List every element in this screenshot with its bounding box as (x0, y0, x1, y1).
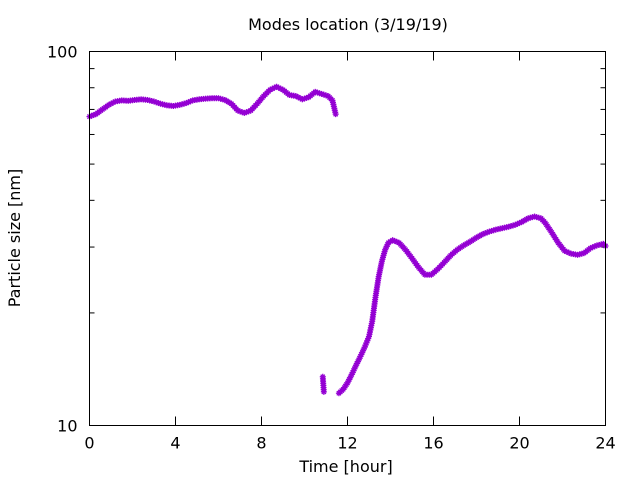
y-tick-label: 100 (47, 43, 78, 62)
x-tick-label: 24 (595, 434, 615, 453)
data-point (320, 388, 327, 395)
x-tick-label: 16 (423, 434, 443, 453)
x-tick-label: 20 (509, 434, 529, 453)
data-point (275, 84, 282, 91)
x-tick-label: 0 (84, 434, 94, 453)
y-axis-label: Particle size [nm] (5, 169, 24, 308)
chart-title: Modes location (3/19/19) (248, 15, 448, 34)
data-points (86, 83, 609, 397)
data-point (332, 111, 339, 118)
x-axis-label: Time [hour] (298, 457, 392, 476)
x-tick-label: 8 (256, 434, 266, 453)
plot-frame (89, 51, 606, 426)
x-tick-label: 12 (337, 434, 357, 453)
y-tick-label: 10 (57, 417, 77, 436)
x-tick-label: 4 (170, 434, 180, 453)
data-point (245, 108, 252, 115)
